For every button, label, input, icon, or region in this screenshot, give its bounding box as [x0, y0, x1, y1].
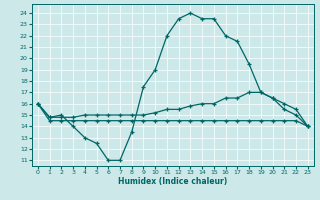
X-axis label: Humidex (Indice chaleur): Humidex (Indice chaleur) [118, 177, 228, 186]
